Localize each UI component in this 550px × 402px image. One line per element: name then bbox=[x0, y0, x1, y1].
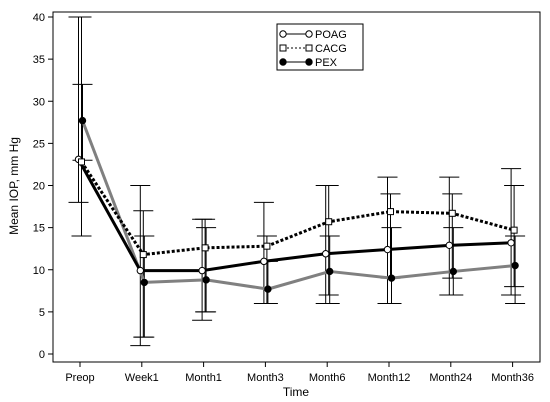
x-tick-label: Month24 bbox=[429, 372, 472, 384]
data-point-poag bbox=[260, 257, 268, 266]
x-tick-label: Month36 bbox=[491, 372, 534, 384]
series-markers bbox=[74, 116, 519, 293]
plot-frame bbox=[52, 11, 541, 363]
x-axis-title: Time bbox=[283, 385, 310, 399]
data-point-cacg bbox=[78, 158, 85, 166]
data-point-cacg bbox=[201, 244, 209, 252]
legend-marker-pex bbox=[305, 58, 313, 66]
data-point-cacg bbox=[387, 208, 394, 216]
data-point-pex bbox=[140, 278, 149, 287]
data-point-pex bbox=[202, 276, 210, 284]
legend-marker-pex bbox=[279, 58, 287, 66]
x-tick-label: Preop bbox=[65, 372, 94, 384]
x-tick-label: Month6 bbox=[309, 372, 346, 384]
data-point-pex bbox=[78, 116, 87, 125]
data-point-cacg bbox=[325, 218, 333, 226]
y-tick-label: 20 bbox=[33, 181, 45, 193]
y-tick-label: 0 bbox=[39, 349, 45, 361]
data-point-cacg bbox=[510, 226, 518, 234]
data-point-poag bbox=[198, 266, 206, 275]
legend: POAG CACG PEX bbox=[276, 23, 364, 71]
y-tick-label: 35 bbox=[33, 54, 45, 66]
x-tick-label: Month1 bbox=[185, 372, 222, 384]
data-point-pex bbox=[449, 267, 457, 276]
legend-label-pex: PEX bbox=[315, 57, 338, 69]
y-axis-title: Mean IOP, mm Hg bbox=[7, 137, 21, 235]
series-line-poag bbox=[77, 158, 512, 273]
data-point-cacg bbox=[263, 242, 271, 250]
y-tick-label: 5 bbox=[39, 307, 45, 319]
data-point-cacg bbox=[139, 251, 147, 259]
x-tick-label: Week1 bbox=[125, 372, 159, 384]
axes: 0 5 10 15 20 25 30 35 40 Preop Week1 Month1 Month3 Mo… bbox=[33, 11, 541, 384]
x-tick-label: Month12 bbox=[368, 372, 411, 384]
y-tick-label: 15 bbox=[33, 223, 45, 235]
data-point-poag bbox=[383, 245, 392, 254]
legend-marker-cacg bbox=[279, 44, 287, 52]
x-tick-label: Month3 bbox=[247, 372, 284, 384]
data-point-cacg bbox=[448, 209, 456, 217]
series-lines bbox=[77, 120, 516, 291]
y-tick-label: 10 bbox=[33, 265, 45, 277]
data-point-pex bbox=[511, 261, 519, 270]
data-point-poag bbox=[507, 239, 515, 247]
legend-marker-poag bbox=[279, 30, 287, 38]
data-point-poag bbox=[322, 250, 330, 258]
data-point-poag bbox=[445, 241, 453, 250]
data-point-pex bbox=[326, 267, 334, 276]
legend-marker-cacg bbox=[305, 44, 313, 52]
legend-label-cacg: CACG bbox=[315, 43, 347, 55]
data-point-poag bbox=[136, 266, 145, 275]
series-line-cacg bbox=[80, 161, 515, 257]
legend-label-poag: POAG bbox=[315, 29, 347, 41]
y-tick-label: 30 bbox=[33, 96, 45, 108]
legend-marker-poag bbox=[305, 30, 313, 38]
data-point-pex bbox=[264, 285, 272, 293]
y-tick-label: 40 bbox=[33, 12, 45, 24]
data-point-pex bbox=[387, 274, 396, 282]
series-line-pex bbox=[81, 120, 516, 291]
y-tick-label: 25 bbox=[33, 138, 45, 150]
